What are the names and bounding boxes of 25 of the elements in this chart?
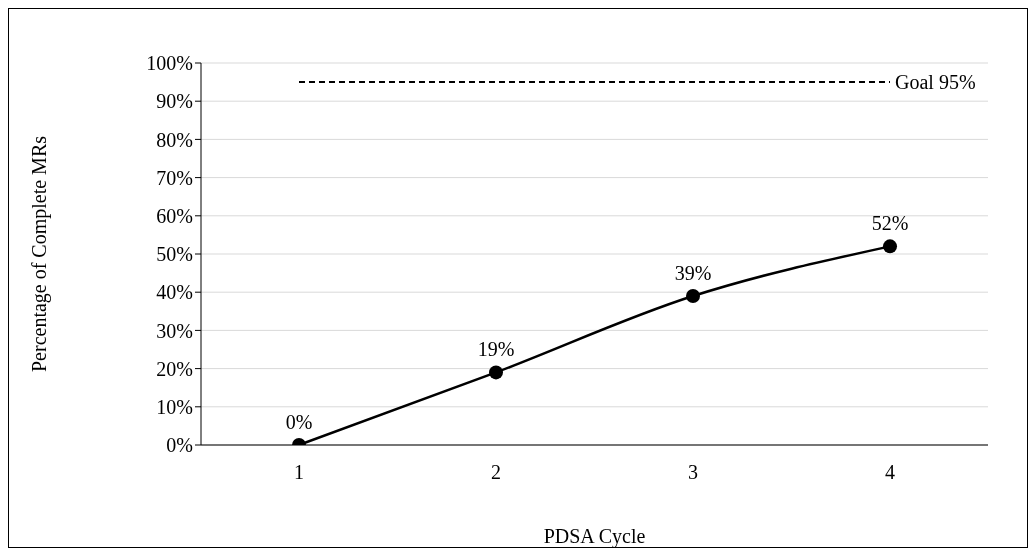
data-label: 39% — [674, 262, 712, 285]
y-tick-label: 20% — [156, 357, 193, 380]
data-label: 52% — [871, 212, 909, 235]
x-tick-label: 1 — [294, 461, 304, 484]
y-tick-label: 0% — [166, 434, 193, 457]
y-tick-label: 10% — [156, 395, 193, 418]
x-tick-label: 4 — [885, 461, 895, 484]
y-tick-label: 90% — [156, 90, 193, 113]
point — [686, 289, 700, 304]
data-label: 19% — [477, 338, 515, 361]
data-label: 0% — [285, 411, 313, 433]
y-tick-label: 60% — [156, 204, 193, 227]
x-tick-label: 2 — [491, 461, 501, 484]
point — [489, 365, 503, 380]
ref-line-label: Goal 95% — [895, 71, 976, 94]
y-axis-title: Percentage of Complete MRs — [28, 135, 52, 373]
y-tick-label: 50% — [156, 243, 193, 266]
x-tick-label: 3 — [688, 461, 698, 484]
y-tick-label: 70% — [156, 166, 193, 189]
y-tick-label: 40% — [156, 281, 193, 304]
y-tick-label: 100% — [146, 52, 193, 75]
y-tick-label: 80% — [156, 128, 193, 151]
point — [883, 239, 897, 254]
x-axis-title: PDSA Cycle — [543, 525, 646, 548]
y-tick-label: 30% — [156, 319, 193, 342]
